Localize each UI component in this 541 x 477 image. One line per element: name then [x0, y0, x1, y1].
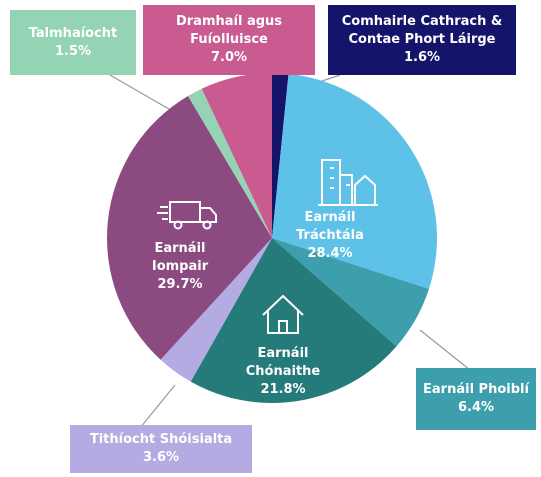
slice-label: Earnáil Phoiblí 6.4% — [416, 368, 536, 430]
slice — [272, 73, 289, 238]
value-label: 28.4% — [307, 245, 353, 261]
slice — [272, 238, 429, 347]
category-label: Earnáil Tráchtála — [296, 209, 364, 243]
slices — [106, 73, 437, 404]
leader-line — [139, 384, 176, 429]
slice — [160, 238, 272, 382]
value-label: 7.0% — [210, 50, 248, 65]
slice-label: Earnáil Chónaithe 21.8% — [228, 338, 338, 406]
slice — [106, 95, 273, 360]
slice-label: Comhairle Cathrach & Contae Phort Láirge… — [328, 5, 516, 75]
category-label: Earnáil Chónaithe — [245, 346, 321, 379]
truck-icon — [157, 201, 217, 223]
truck-wheel — [173, 220, 183, 230]
house-icon — [262, 294, 304, 334]
value-label: 6.4% — [457, 400, 495, 415]
leader-line — [419, 329, 471, 371]
category-label: Dramhaíl agus Fuíolluisce — [175, 14, 283, 47]
category-label: Tithíocht Shóisialta — [89, 432, 233, 447]
category-label: Earnáil Phoiblí — [423, 382, 529, 397]
value-label: 1.5% — [54, 43, 92, 59]
icons — [157, 159, 378, 334]
truck-wheel — [202, 220, 212, 230]
category-label: Earnáil Iompair — [151, 241, 209, 274]
slice — [272, 73, 437, 289]
slice — [201, 73, 272, 238]
category-label: Comhairle Cathrach & Contae Phort Láirge — [341, 14, 503, 47]
value-label: 3.6% — [142, 450, 180, 465]
city-icon — [318, 159, 378, 206]
slice-label: Earnáil Iompair 29.7% — [130, 232, 230, 302]
slice-label: Dramhaíl agus Fuíolluisce 7.0% — [143, 5, 315, 75]
slice-label: Earnáil Tráchtála 28.4% — [270, 208, 390, 263]
slice-label: Talmhaíocht 1.5% — [10, 10, 136, 75]
slice-label: Tithíocht Shóisialta 3.6% — [70, 425, 252, 473]
category-label: Talmhaíocht — [28, 25, 118, 41]
value-label: 29.7% — [157, 277, 203, 292]
slice — [190, 238, 397, 404]
value-label: 1.6% — [403, 50, 441, 65]
slice — [188, 88, 272, 238]
value-label: 21.8% — [260, 382, 306, 397]
